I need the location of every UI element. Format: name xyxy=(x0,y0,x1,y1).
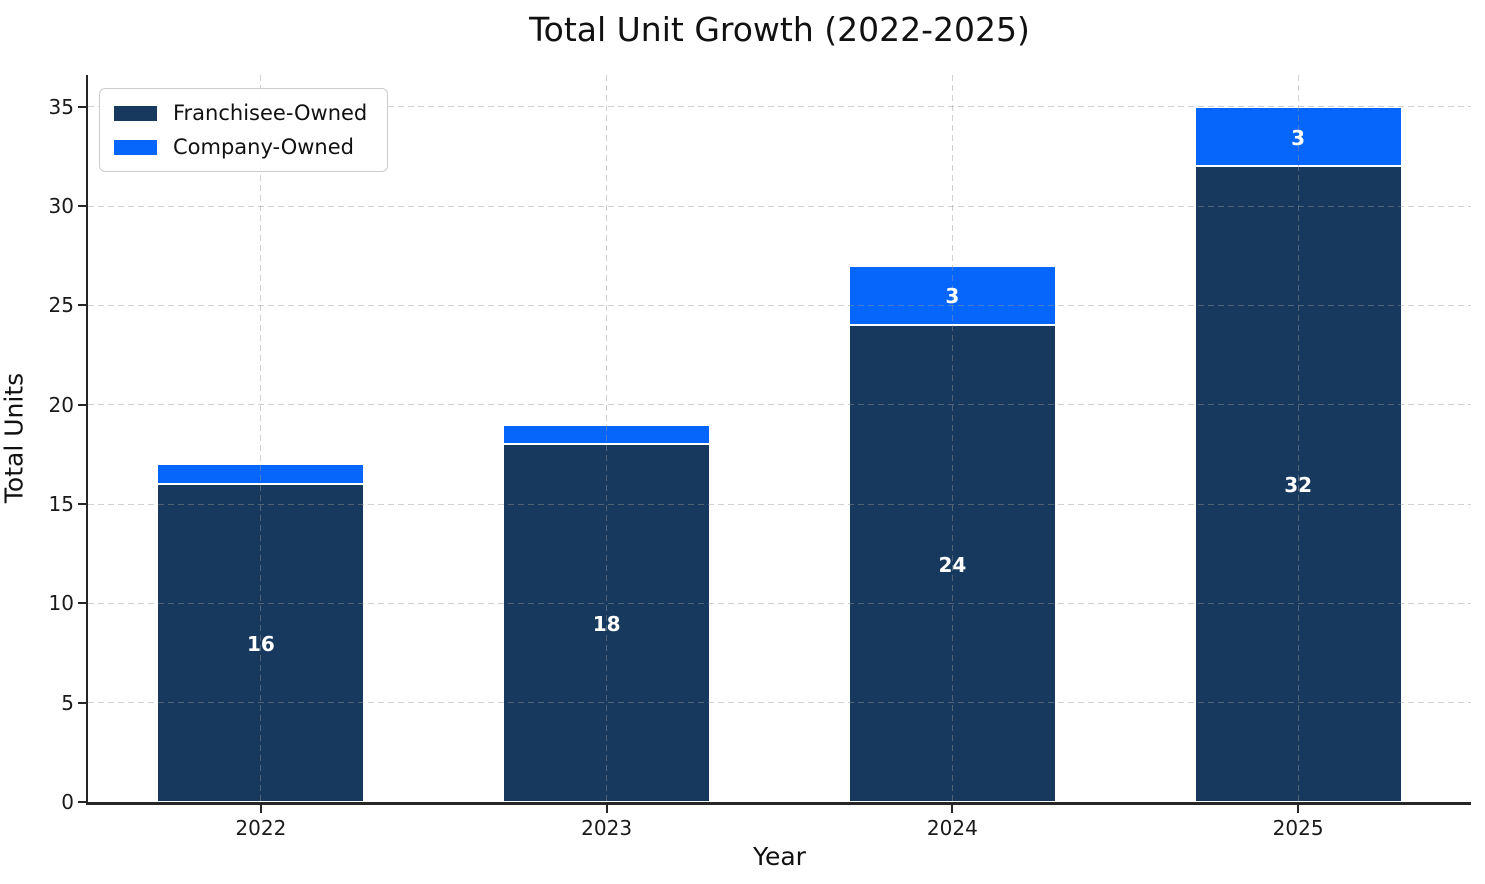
y-tick-mark-35 xyxy=(78,105,86,108)
blue-swatch xyxy=(114,139,157,155)
x-tick-mark-2022 xyxy=(259,805,262,813)
h-gridline-35 xyxy=(88,106,1471,108)
v-gridline-2024 xyxy=(951,75,953,802)
chart-title: Total Unit Growth (2022-2025) xyxy=(529,10,1030,49)
x-tick-mark-2024 xyxy=(951,805,954,813)
y-tick-label-0: 0 xyxy=(61,790,74,814)
y-tick-label-30: 30 xyxy=(48,194,74,219)
bar-2022-franchisee-owned xyxy=(157,484,365,802)
y-tick-label-20: 20 xyxy=(48,392,74,417)
h-gridline-20 xyxy=(88,404,1471,406)
v-gridline-2023 xyxy=(606,75,608,802)
y-tick-mark-30 xyxy=(78,205,86,208)
y-tick-mark-10 xyxy=(78,602,86,605)
bar-2025-franchisee-owned xyxy=(1194,166,1402,802)
y-tick-mark-0 xyxy=(78,801,86,803)
bar-2023-company-owned xyxy=(503,424,711,445)
x-tick-mark-2023 xyxy=(605,805,608,813)
bar-value-label-2024-3: 3 xyxy=(945,284,960,309)
bar-value-label-2023-18: 18 xyxy=(592,612,621,637)
legend-item-company-owned: Company-Owned xyxy=(114,135,367,159)
y-tick-label-15: 15 xyxy=(48,492,74,517)
legend-label: Franchisee-Owned xyxy=(173,101,368,125)
bar-value-label-2024-24: 24 xyxy=(938,552,967,577)
v-gridline-2022 xyxy=(260,75,262,802)
y-axis-title: Total Units xyxy=(0,372,29,504)
bar-2024-franchisee-owned xyxy=(848,325,1056,802)
h-gridline-25 xyxy=(88,304,1471,306)
y-axis-spine xyxy=(86,75,88,805)
bar-value-label-2022-16: 16 xyxy=(246,632,275,657)
x-tick-label-2023: 2023 xyxy=(581,816,633,840)
bar-2024-company-owned xyxy=(848,265,1056,326)
bar-2022-company-owned xyxy=(157,464,365,485)
legend-item-franchisee-owned: Franchisee-Owned xyxy=(114,101,367,125)
x-axis-title: Year xyxy=(753,842,806,871)
y-tick-mark-25 xyxy=(78,304,86,307)
legend: Franchisee-Owned Company-Owned xyxy=(99,88,389,172)
h-gridline-15 xyxy=(88,503,1471,505)
bar-2023-franchisee-owned xyxy=(503,444,711,802)
bar-value-label-2025-3: 3 xyxy=(1291,125,1306,150)
v-gridline-2025 xyxy=(1297,75,1299,802)
h-gridline-10 xyxy=(88,602,1471,604)
y-tick-label-5: 5 xyxy=(61,690,74,715)
x-axis-spine xyxy=(86,802,1471,805)
legend-label: Company-Owned xyxy=(173,135,354,159)
h-gridline-5 xyxy=(88,702,1471,704)
y-tick-label-25: 25 xyxy=(48,293,74,318)
y-tick-mark-20 xyxy=(78,403,86,406)
y-tick-mark-15 xyxy=(78,503,86,506)
h-gridline-30 xyxy=(88,205,1471,207)
bar-value-label-2025-32: 32 xyxy=(1284,473,1313,498)
x-tick-mark-2025 xyxy=(1297,805,1300,813)
bar-2025-company-owned xyxy=(1194,106,1402,167)
y-tick-label-10: 10 xyxy=(48,591,74,616)
navy-swatch xyxy=(114,105,157,121)
y-tick-label-35: 35 xyxy=(48,94,74,119)
x-tick-label-2025: 2025 xyxy=(1272,816,1324,840)
x-tick-label-2022: 2022 xyxy=(235,816,287,840)
plot-area: Franchisee-Owned Company-Owned 0 5 10 15 20 25… xyxy=(49,75,1471,840)
x-tick-label-2024: 2024 xyxy=(926,816,978,840)
y-tick-mark-5 xyxy=(78,701,86,704)
